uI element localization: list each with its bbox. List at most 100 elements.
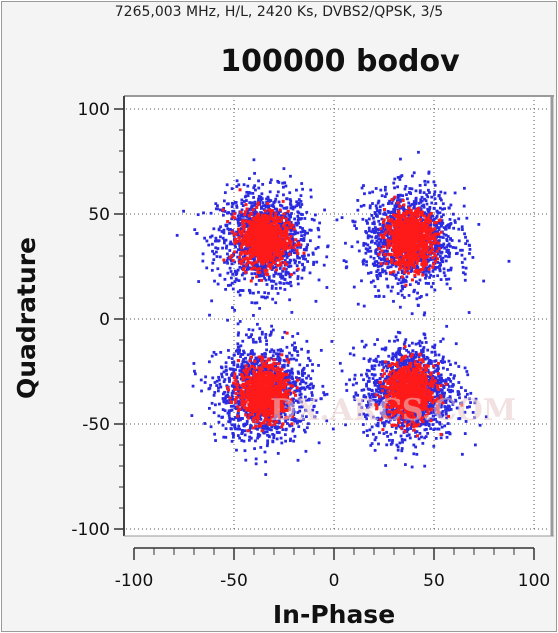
- scatter-point: [409, 245, 413, 249]
- scatter-point: [412, 253, 416, 257]
- scatter-point: [239, 227, 243, 230]
- scatter-point: [432, 274, 436, 278]
- scatter-point: [407, 230, 411, 234]
- scatter-point: [432, 219, 435, 222]
- scatter-point: [298, 256, 302, 260]
- scatter-point: [386, 209, 390, 213]
- scatter-point: [265, 209, 269, 213]
- cluster-2: [340, 150, 511, 317]
- scatter-point: [290, 353, 294, 357]
- scatter-point: [263, 450, 267, 454]
- scatter-point: [379, 188, 383, 192]
- scatter-point: [396, 223, 400, 227]
- scatter-point: [279, 275, 282, 278]
- scatter-point: [386, 219, 390, 223]
- scatter-point: [388, 199, 391, 203]
- scatter-point: [421, 227, 425, 231]
- scatter-point: [257, 248, 261, 252]
- scatter-point: [252, 340, 255, 344]
- scatter-point: [309, 195, 313, 199]
- scatter-point: [289, 221, 293, 224]
- scatter-point: [396, 233, 400, 237]
- scatter-point: [255, 358, 258, 362]
- scatter-point: [364, 251, 368, 255]
- scatter-point: [408, 204, 412, 208]
- scatter-point: [441, 245, 445, 249]
- scatter-point: [269, 214, 273, 218]
- scatter-point: [263, 238, 267, 242]
- scatter-point: [235, 185, 239, 188]
- scatter-point: [428, 251, 432, 255]
- scatter-point: [436, 274, 440, 278]
- scatter-point: [299, 212, 303, 216]
- scatter-point: [256, 264, 260, 268]
- scatter-point: [227, 232, 231, 235]
- scatter-point: [256, 238, 260, 242]
- scatter-point: [374, 187, 378, 190]
- scatter-point: [325, 286, 329, 289]
- scatter-point: [226, 227, 230, 231]
- scatter-point: [314, 247, 318, 251]
- scatter-point: [297, 198, 301, 201]
- scatter-point: [264, 243, 268, 247]
- scatter-point: [404, 213, 408, 217]
- scatter-point: [227, 401, 231, 405]
- scatter-point: [224, 238, 228, 242]
- scatter-point: [234, 245, 237, 249]
- scatter-point: [427, 216, 431, 220]
- scatter-point: [212, 393, 216, 397]
- scatter-point: [345, 389, 349, 392]
- scatter-point: [364, 247, 368, 251]
- scatter-point: [268, 199, 271, 202]
- scatter-point: [214, 202, 218, 206]
- scatter-point: [399, 266, 403, 270]
- scatter-point: [258, 327, 262, 331]
- scatter-point: [252, 237, 256, 241]
- scatter-point: [315, 260, 319, 264]
- scatter-point: [407, 245, 411, 249]
- scatter-point: [291, 223, 295, 227]
- scatter-point: [275, 213, 279, 217]
- scatter-point: [427, 221, 431, 225]
- scatter-point: [362, 241, 366, 245]
- scatter-point: [317, 278, 321, 282]
- scatter-point: [381, 203, 385, 207]
- scatter-point: [288, 261, 292, 265]
- scatter-point: [245, 190, 249, 194]
- scatter-point: [393, 186, 396, 190]
- scatter-point: [404, 209, 408, 213]
- scatter-point: [390, 210, 394, 214]
- scatter-point: [298, 409, 302, 413]
- scatter-point: [202, 211, 205, 215]
- scatter-point: [411, 246, 415, 250]
- scatter-point: [393, 210, 396, 213]
- scatter-point: [401, 264, 404, 268]
- scatter-point: [430, 214, 434, 218]
- scatter-point: [359, 204, 363, 208]
- scatter-point: [281, 181, 285, 185]
- scatter-point: [297, 203, 301, 207]
- scatter-point: [296, 277, 300, 281]
- scatter-point: [399, 255, 403, 258]
- scatter-point: [410, 242, 414, 246]
- scatter-point: [229, 258, 233, 261]
- scatter-point: [379, 264, 383, 268]
- scatter-point: [228, 398, 231, 402]
- scatter-point: [423, 264, 427, 268]
- scatter-point: [244, 219, 248, 223]
- grid-lines: [126, 100, 550, 532]
- scatter-point: [270, 225, 274, 229]
- scatter-point: [263, 216, 267, 220]
- scatter-point: [283, 240, 287, 244]
- scatter-point: [253, 204, 256, 207]
- scatter-point: [447, 248, 450, 252]
- scatter-point: [395, 229, 399, 233]
- scatter-point: [284, 244, 288, 248]
- scatter-point: [398, 305, 402, 309]
- scatter-point: [422, 239, 426, 243]
- scatter-point: [284, 407, 288, 411]
- scatter-point: [448, 287, 452, 290]
- scatter-point: [410, 187, 414, 191]
- scatter-point: [375, 263, 379, 267]
- scatter-point: [447, 242, 451, 246]
